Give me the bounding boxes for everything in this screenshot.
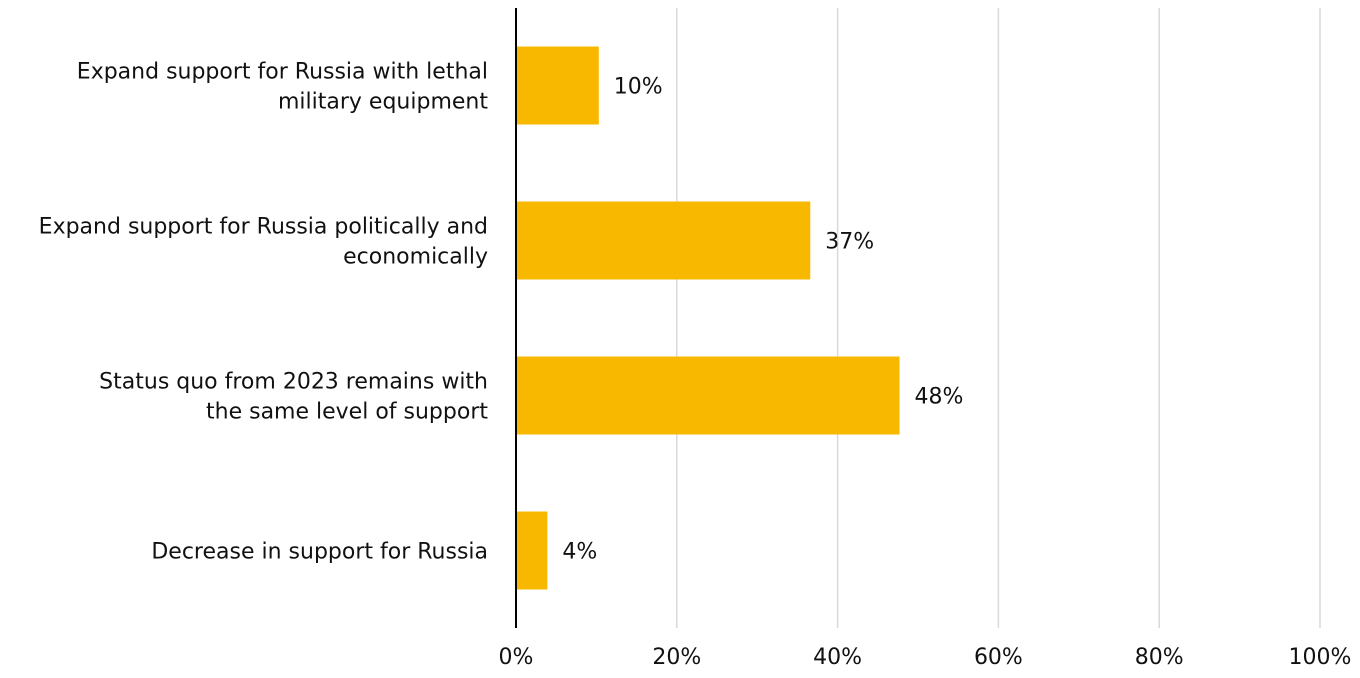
category-label: Status quo from 2023 remains with xyxy=(99,370,488,395)
category-label: Expand support for Russia with lethal xyxy=(77,60,488,85)
category-label: the same level of support xyxy=(206,400,488,425)
bar xyxy=(516,47,599,125)
category-label: military equipment xyxy=(278,90,488,115)
data-label: 48% xyxy=(915,385,964,410)
data-label: 10% xyxy=(614,75,663,100)
x-tick-label: 100% xyxy=(1289,645,1352,670)
category-label: economically xyxy=(343,245,488,270)
x-tick-label: 40% xyxy=(813,645,862,670)
x-tick-label: 60% xyxy=(974,645,1023,670)
x-tick-label: 80% xyxy=(1135,645,1184,670)
bar xyxy=(516,512,547,590)
x-tick-label: 0% xyxy=(499,645,534,670)
gridlines xyxy=(677,8,1320,628)
category-label: Expand support for Russia politically an… xyxy=(39,215,488,240)
bar xyxy=(516,202,810,280)
data-label: 37% xyxy=(825,230,874,255)
data-label: 4% xyxy=(562,540,597,565)
x-tick-label: 20% xyxy=(652,645,701,670)
category-label: Decrease in support for Russia xyxy=(151,540,488,565)
bar xyxy=(516,357,900,435)
bars xyxy=(516,47,900,590)
